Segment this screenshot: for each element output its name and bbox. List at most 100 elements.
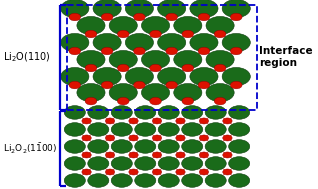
- Circle shape: [152, 152, 162, 158]
- Circle shape: [85, 30, 97, 38]
- Circle shape: [82, 152, 91, 158]
- Text: Interface
region: Interface region: [259, 46, 313, 68]
- Circle shape: [214, 30, 226, 38]
- Circle shape: [111, 106, 132, 119]
- Circle shape: [199, 169, 209, 175]
- Circle shape: [182, 30, 194, 38]
- Circle shape: [105, 169, 115, 175]
- Circle shape: [176, 135, 185, 141]
- Circle shape: [125, 67, 154, 86]
- Text: Li$_2$O$_2$(1$\bar{1}$00): Li$_2$O$_2$(1$\bar{1}$00): [3, 141, 57, 156]
- Circle shape: [158, 174, 179, 187]
- Circle shape: [109, 16, 137, 35]
- Circle shape: [223, 118, 232, 124]
- Circle shape: [142, 50, 169, 69]
- Circle shape: [229, 157, 250, 170]
- Circle shape: [158, 106, 179, 119]
- Circle shape: [199, 135, 209, 141]
- Circle shape: [77, 16, 105, 35]
- Circle shape: [223, 135, 232, 141]
- Circle shape: [198, 47, 210, 55]
- Circle shape: [222, 33, 250, 52]
- Circle shape: [166, 81, 177, 89]
- Circle shape: [158, 123, 179, 136]
- Circle shape: [88, 123, 109, 136]
- Circle shape: [190, 33, 218, 52]
- Circle shape: [88, 106, 109, 119]
- Circle shape: [230, 13, 242, 21]
- Circle shape: [182, 140, 203, 153]
- Circle shape: [205, 174, 226, 187]
- Circle shape: [205, 106, 226, 119]
- Circle shape: [111, 174, 132, 187]
- Circle shape: [109, 84, 137, 102]
- Circle shape: [199, 152, 209, 158]
- Circle shape: [176, 118, 185, 124]
- Circle shape: [222, 0, 250, 18]
- Circle shape: [129, 135, 138, 141]
- Circle shape: [229, 140, 250, 153]
- Circle shape: [182, 97, 194, 105]
- Circle shape: [198, 81, 210, 89]
- Circle shape: [223, 152, 232, 158]
- Circle shape: [77, 84, 105, 102]
- Circle shape: [135, 140, 156, 153]
- Circle shape: [142, 16, 169, 35]
- Circle shape: [105, 135, 115, 141]
- Circle shape: [109, 50, 137, 69]
- Circle shape: [176, 152, 185, 158]
- Circle shape: [182, 157, 203, 170]
- Bar: [67, 5, 257, 110]
- Circle shape: [125, 33, 154, 52]
- Circle shape: [105, 152, 115, 158]
- Text: Li$_2$O(110): Li$_2$O(110): [3, 50, 51, 64]
- Circle shape: [152, 135, 162, 141]
- Circle shape: [174, 16, 202, 35]
- Circle shape: [105, 118, 115, 124]
- Circle shape: [64, 174, 86, 187]
- Circle shape: [117, 64, 129, 72]
- Circle shape: [229, 106, 250, 119]
- Circle shape: [101, 81, 113, 89]
- Circle shape: [206, 84, 234, 102]
- Circle shape: [174, 50, 202, 69]
- Circle shape: [101, 47, 113, 55]
- Circle shape: [93, 0, 121, 18]
- Circle shape: [85, 97, 97, 105]
- Circle shape: [135, 174, 156, 187]
- Circle shape: [230, 47, 242, 55]
- Circle shape: [158, 140, 179, 153]
- Circle shape: [82, 135, 91, 141]
- Circle shape: [117, 30, 129, 38]
- Circle shape: [158, 0, 186, 18]
- Circle shape: [150, 64, 162, 72]
- Circle shape: [230, 81, 242, 89]
- Circle shape: [152, 169, 162, 175]
- Circle shape: [117, 97, 129, 105]
- Circle shape: [158, 67, 186, 86]
- Circle shape: [229, 174, 250, 187]
- Circle shape: [82, 118, 91, 124]
- Circle shape: [158, 33, 186, 52]
- Circle shape: [69, 47, 81, 55]
- Circle shape: [129, 118, 138, 124]
- Circle shape: [190, 67, 218, 86]
- Circle shape: [64, 123, 86, 136]
- Circle shape: [134, 13, 145, 21]
- Circle shape: [77, 50, 105, 69]
- Circle shape: [182, 174, 203, 187]
- Circle shape: [129, 152, 138, 158]
- Circle shape: [205, 140, 226, 153]
- Circle shape: [142, 84, 169, 102]
- Circle shape: [214, 97, 226, 105]
- Circle shape: [198, 13, 210, 21]
- Circle shape: [135, 106, 156, 119]
- Circle shape: [111, 123, 132, 136]
- Circle shape: [158, 157, 179, 170]
- Circle shape: [64, 157, 86, 170]
- Circle shape: [199, 118, 209, 124]
- Circle shape: [101, 13, 113, 21]
- Circle shape: [174, 84, 202, 102]
- Circle shape: [134, 47, 145, 55]
- Circle shape: [64, 106, 86, 119]
